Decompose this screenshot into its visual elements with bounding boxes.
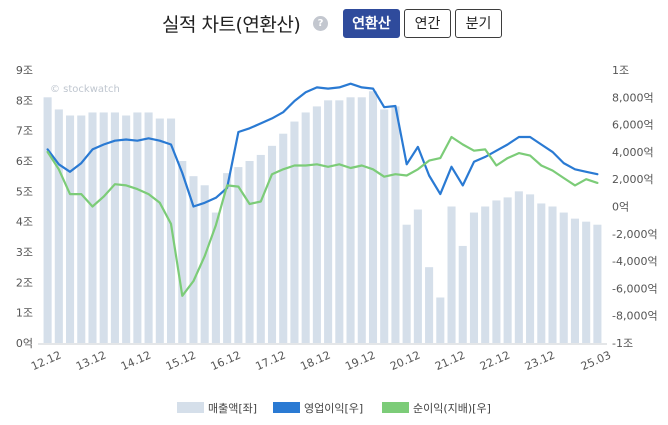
revenue-bar <box>447 206 456 343</box>
right-axis-tick-label: -8,000억 <box>612 310 658 323</box>
revenue-bar <box>178 161 187 343</box>
right-axis-tick-label: 0억 <box>612 201 629 214</box>
revenue-bar <box>402 224 411 343</box>
revenue-bar <box>582 221 591 343</box>
x-axis-tick-label: 21.12 <box>433 348 467 373</box>
revenue-bar <box>279 133 288 343</box>
x-axis-tick-label: 22.12 <box>478 348 512 373</box>
revenue-bar <box>110 112 119 343</box>
revenue-bar <box>234 167 243 343</box>
revenue-bar <box>481 206 490 343</box>
revenue-bar <box>290 121 299 343</box>
revenue-bar <box>200 185 209 343</box>
revenue-bar <box>245 161 254 343</box>
revenue-bar <box>514 191 523 343</box>
quarterly-button[interactable]: 분기 <box>455 9 502 38</box>
revenue-bar <box>458 245 467 343</box>
x-axis-tick-label: 15.12 <box>164 348 198 373</box>
watermark: © stockwatch <box>50 84 120 95</box>
revenue-bar <box>312 106 321 344</box>
right-axis-tick-label: 8,000억 <box>612 91 654 104</box>
legend-revenue-label: 매출액[좌] <box>208 402 257 415</box>
revenue-bar <box>368 91 378 343</box>
revenue-bar <box>436 297 445 343</box>
left-axis-tick-label: 9조 <box>16 64 33 77</box>
revenue-bar <box>469 212 479 343</box>
x-axis-tick-label: 18.12 <box>298 348 332 373</box>
revenue-bar <box>346 97 355 343</box>
revenue-bar <box>324 100 333 343</box>
page-title: 실적 차트(연환산) <box>162 14 301 36</box>
revenue-bar <box>593 224 602 343</box>
revenue-bar <box>256 154 265 343</box>
left-axis-tick-label: 0억 <box>16 337 33 350</box>
x-axis-tick-label: 13.12 <box>74 348 108 373</box>
x-axis-tick-label: 23.12 <box>523 348 557 373</box>
x-axis-tick-label: 14.12 <box>119 348 153 373</box>
revenue-bar <box>189 176 198 343</box>
annualized-button[interactable]: 연환산 <box>343 9 400 38</box>
revenue-bar <box>380 109 389 343</box>
x-axis-tick-label: 17.12 <box>254 348 288 373</box>
revenue-bar <box>54 109 63 343</box>
revenue-bar <box>144 112 153 343</box>
revenue-bar <box>537 203 546 343</box>
revenue-bar <box>301 112 310 343</box>
legend-operating-profit-swatch <box>273 402 300 413</box>
x-axis-tick-label: 19.12 <box>343 348 377 373</box>
x-axis-tick-label: 20.12 <box>388 348 422 373</box>
revenue-bar <box>413 209 422 343</box>
right-axis-tick-label: -2,000억 <box>612 228 658 241</box>
operating-profit-line <box>46 82 599 208</box>
right-axis-tick-label: 1조 <box>612 64 629 77</box>
right-axis-tick-label: -1조 <box>612 337 633 350</box>
left-axis-tick-label: 8조 <box>16 94 33 107</box>
revenue-bar <box>503 197 512 343</box>
revenue-bar <box>548 206 557 343</box>
revenue-bar <box>559 212 568 343</box>
legend-net-income-swatch <box>382 402 409 413</box>
left-axis-tick-label: 5조 <box>16 185 33 198</box>
revenue-bar <box>425 267 434 343</box>
revenue-bar <box>155 118 164 344</box>
revenue-bar <box>99 112 108 343</box>
revenue-bar <box>267 145 277 343</box>
revenue-bar <box>122 115 131 343</box>
annual-button[interactable]: 연간 <box>404 9 451 38</box>
revenue-bar <box>133 112 142 343</box>
revenue-bar <box>66 115 75 343</box>
revenue-bar <box>77 115 86 343</box>
revenue-bar <box>526 194 535 343</box>
right-axis-tick-label: -4,000억 <box>612 255 658 268</box>
revenue-bar <box>357 97 366 343</box>
revenue-bar <box>335 100 344 343</box>
net-income-line <box>46 135 599 297</box>
right-axis-tick-label: 4,000억 <box>612 146 654 159</box>
left-axis-tick-label: 4조 <box>16 216 33 229</box>
revenue-bar <box>211 212 220 343</box>
revenue-bar <box>43 97 52 343</box>
x-axis-tick-label: 12.12 <box>29 348 63 373</box>
question-icon[interactable]: ? <box>313 16 328 31</box>
revenue-bar <box>88 112 97 343</box>
left-axis-tick-label: 2조 <box>16 276 33 289</box>
x-axis-tick-label: 25.03 <box>579 348 613 373</box>
revenue-bar <box>492 200 501 343</box>
legend-net-income-label: 순이익(지배)[우] <box>413 402 491 415</box>
chart-header: 실적 차트(연환산) ? 연환산 연간 분기 <box>0 0 668 46</box>
right-axis-tick-label: 2,000억 <box>612 173 654 186</box>
left-axis-tick-label: 6조 <box>16 155 33 168</box>
right-axis-tick-label: 6,000억 <box>612 119 654 132</box>
right-axis-tick-label: -6,000억 <box>612 282 658 295</box>
left-axis-tick-label: 1조 <box>16 307 33 320</box>
left-axis-tick-label: 3조 <box>16 246 33 259</box>
legend-operating-profit-label: 영업이익[우] <box>304 402 363 415</box>
revenue-bar <box>570 218 579 343</box>
left-axis-tick-label: 7조 <box>16 125 33 138</box>
legend-revenue-swatch <box>177 402 204 413</box>
revenue-bar <box>391 106 400 344</box>
x-axis-tick-label: 16.12 <box>209 348 243 373</box>
revenue-bar <box>223 173 232 343</box>
